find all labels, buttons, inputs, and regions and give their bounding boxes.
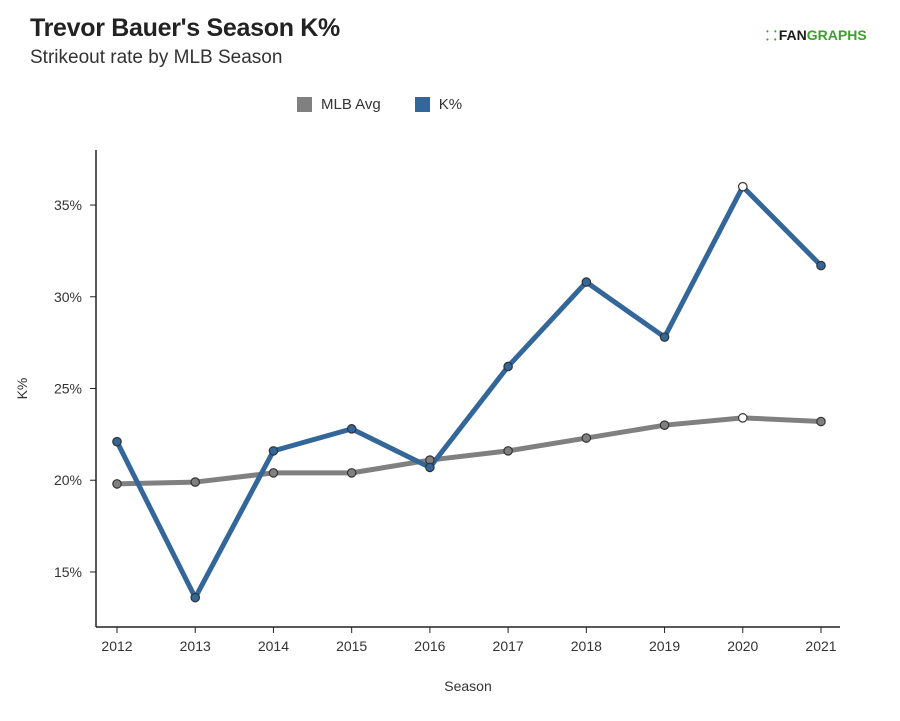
- x-tick-label: 2017: [493, 638, 524, 654]
- y-tick-label: 35%: [54, 197, 82, 213]
- fangraphs-logo-icon: ⸬: [766, 28, 777, 43]
- legend-item-k-pct[interactable]: K%: [414, 96, 463, 113]
- mlb-avg-point: [659, 420, 670, 430]
- x-tick-label: 2014: [258, 638, 289, 654]
- legend-label-mlb-avg: MLB Avg: [321, 96, 381, 113]
- y-tick-label: 15%: [54, 564, 82, 580]
- legend-swatch-mlb-avg: [297, 97, 312, 112]
- k-pct-point: [268, 446, 279, 456]
- mlb-avg-point: [190, 477, 201, 487]
- mlb-avg-point: [346, 468, 357, 478]
- k-pct-point: [425, 462, 435, 473]
- chart-legend: MLB Avg K%: [297, 96, 496, 113]
- k-pct-point: [816, 260, 826, 271]
- x-tick-label: 2015: [336, 638, 367, 654]
- mlb-avg-point: [816, 416, 826, 427]
- y-tick-label: 25%: [54, 381, 82, 397]
- mlb-avg-point: [112, 479, 122, 489]
- x-tick-label: 2012: [101, 638, 132, 654]
- k-pct-point: [659, 332, 670, 342]
- brand-graphs: GRAPHS: [806, 27, 867, 43]
- legend-item-mlb-avg[interactable]: MLB Avg: [297, 96, 381, 113]
- k-pct-point: [112, 436, 122, 447]
- y-axis-title: K%: [14, 378, 30, 400]
- mlb-avg-line: [114, 415, 824, 487]
- mlb-avg-point: [581, 433, 592, 443]
- x-axis-title: Season: [444, 678, 491, 694]
- k-pct-point: [581, 277, 592, 287]
- y-tick-label: 20%: [54, 472, 82, 488]
- chart-title: Trevor Bauer's Season K%: [30, 14, 340, 42]
- x-tick-label: 2020: [727, 638, 758, 654]
- k-pct-point: [346, 424, 357, 434]
- chart-subtitle: Strikeout rate by MLB Season: [30, 47, 283, 68]
- mlb-avg-point: [503, 446, 513, 456]
- k-pct-point: [190, 592, 201, 603]
- legend-label-k-pct: K%: [438, 96, 463, 113]
- legend-swatch-k-pct: [414, 97, 430, 112]
- fangraphs-logo[interactable]: ⸬ FAN GRAPHS: [766, 26, 867, 44]
- x-tick-label: 2018: [571, 638, 602, 654]
- y-tick-label: 30%: [54, 289, 82, 305]
- x-tick-label: 2021: [805, 638, 836, 654]
- mlb-avg-point: [268, 468, 279, 478]
- brand-fan: FAN: [778, 27, 807, 43]
- x-tick-label: 2019: [649, 638, 680, 654]
- k-pct-point: [503, 361, 513, 372]
- x-tick-label: 2013: [180, 638, 211, 654]
- k-pct-point: [737, 181, 748, 192]
- k-pct-line: [114, 184, 824, 601]
- mlb-avg-point: [737, 413, 748, 423]
- x-tick-label: 2016: [414, 638, 445, 654]
